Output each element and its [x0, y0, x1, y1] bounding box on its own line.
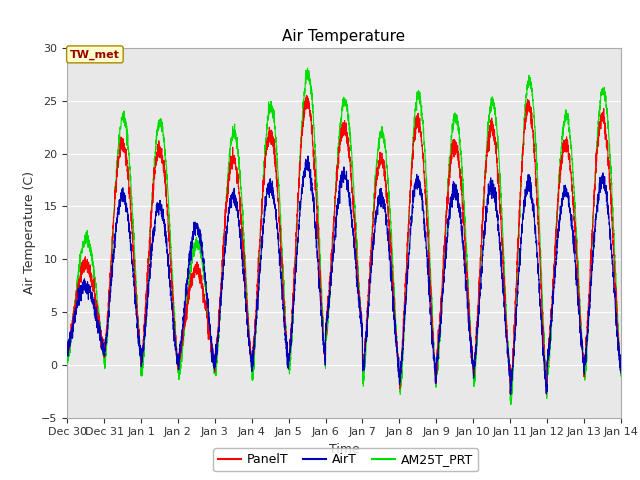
- Title: Air Temperature: Air Temperature: [282, 29, 406, 44]
- AM25T_PRT: [468, 357, 476, 362]
- PanelT: [63, 344, 71, 350]
- AM25T_PRT: [304, 65, 312, 71]
- AM25T_PRT: [438, 311, 445, 316]
- AirT: [63, 338, 71, 344]
- PanelT: [163, 200, 170, 206]
- AirT: [617, 370, 625, 376]
- PanelT: [500, 265, 508, 271]
- PanelT: [324, 303, 332, 309]
- AirT: [304, 153, 312, 159]
- AM25T_PRT: [507, 402, 515, 408]
- AirT: [616, 368, 624, 373]
- AirT: [163, 235, 170, 241]
- PanelT: [438, 295, 445, 301]
- AM25T_PRT: [324, 329, 332, 335]
- AirT: [438, 309, 445, 314]
- Text: TW_met: TW_met: [70, 49, 120, 60]
- Y-axis label: Air Temperature (C): Air Temperature (C): [22, 171, 36, 294]
- AM25T_PRT: [163, 173, 170, 179]
- Legend: PanelT, AirT, AM25T_PRT: PanelT, AirT, AM25T_PRT: [213, 448, 478, 471]
- AM25T_PRT: [617, 373, 625, 379]
- PanelT: [507, 392, 515, 397]
- AirT: [507, 392, 515, 397]
- AirT: [324, 309, 332, 315]
- PanelT: [303, 92, 310, 98]
- Line: AirT: AirT: [67, 156, 621, 395]
- X-axis label: Time: Time: [328, 443, 360, 456]
- PanelT: [468, 352, 476, 358]
- AirT: [500, 287, 508, 292]
- Line: AM25T_PRT: AM25T_PRT: [67, 68, 621, 405]
- Line: PanelT: PanelT: [67, 95, 621, 395]
- PanelT: [616, 360, 624, 366]
- AirT: [468, 361, 476, 367]
- AM25T_PRT: [500, 246, 508, 252]
- AM25T_PRT: [616, 358, 624, 364]
- AM25T_PRT: [63, 353, 71, 359]
- PanelT: [617, 367, 625, 373]
